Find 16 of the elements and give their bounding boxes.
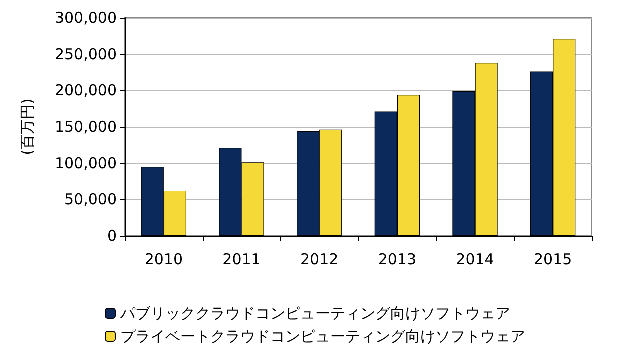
y-tick-label: 150,000 (54, 118, 117, 136)
x-tick-label: 2011 (222, 250, 261, 268)
y-tick-label: 300,000 (54, 9, 117, 27)
y-tick-label: 200,000 (54, 82, 117, 100)
legend-label: パブリッククラウドコンピューティング向けソフトウェア (120, 304, 510, 322)
x-tick-label: 2014 (456, 250, 494, 268)
x-tick-label: 2015 (534, 250, 572, 268)
legend-label: プライベートクラウドコンピューティング向けソフトウェア (120, 328, 526, 346)
y-tick-label: 100,000 (54, 154, 117, 172)
y-axis-title: (百万円) (18, 98, 36, 156)
x-tick-label: 2012 (300, 250, 339, 268)
y-tick-label: 250,000 (54, 45, 117, 64)
y-tick-label: 50,000 (64, 190, 117, 209)
y-tick-label: 0 (107, 227, 117, 245)
x-tick-label: 2013 (378, 250, 417, 268)
x-tick-label: 2010 (144, 250, 184, 268)
